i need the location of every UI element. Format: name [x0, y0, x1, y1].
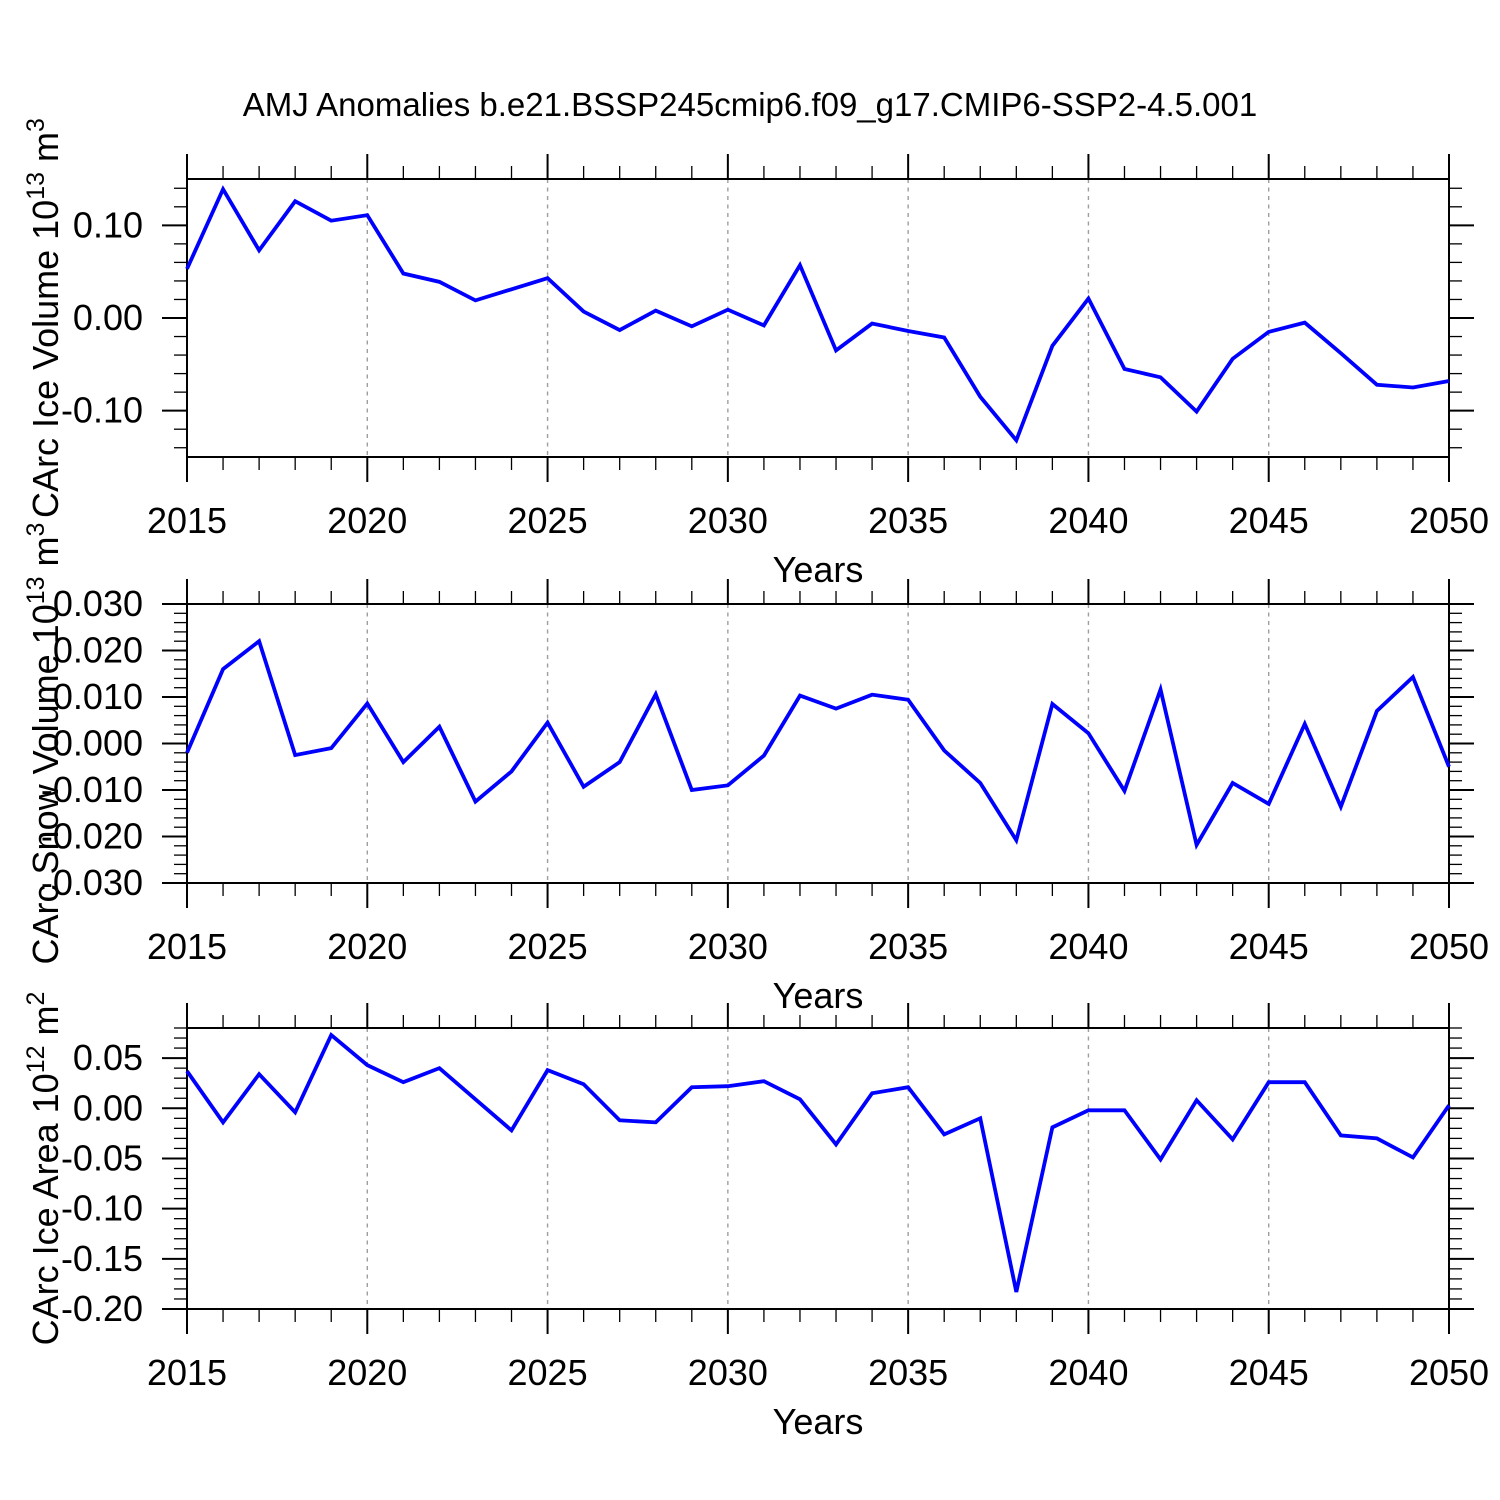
y-tick-label: -0.030 [41, 862, 143, 903]
x-axis-title: Years [773, 975, 864, 1016]
subplot-carc-ice-volume: 0.10 0.00 -0.10 2015 2020 2025 2030 2035 2040 204… [22, 118, 1489, 590]
y-tick-label: -0.20 [61, 1288, 143, 1329]
x-tick-label: 2015 [147, 1352, 227, 1393]
x-tick-label: 2030 [688, 1352, 768, 1393]
x-tick-label: 2035 [868, 926, 948, 967]
y-tick-label: -0.020 [41, 816, 143, 857]
y-axis-title: CArc Snow Volume 1013 m3 [22, 523, 66, 965]
y-axis-title: CArc Ice Area 1012 m2 [22, 992, 66, 1346]
x-tick-label: 2015 [147, 926, 227, 967]
x-axis-title: Years [773, 1401, 864, 1442]
x-tick-label: 2045 [1229, 926, 1309, 967]
y-tick-label: 0.010 [53, 676, 143, 717]
axis-ticks [162, 154, 1474, 482]
subplot-carc-snow-volume: 0.0300.0200.0100.000-0.010-0.020-0.03020… [22, 523, 1489, 1016]
x-tick-label: 2025 [508, 926, 588, 967]
plot-box [186, 1027, 1450, 1310]
y-tick-label: 0.05 [73, 1037, 143, 1078]
carc-ice-volume-line [185, 185, 1450, 445]
y-tick-label: 0.030 [53, 583, 143, 624]
x-axis-title: Years [773, 549, 864, 590]
plot-box [186, 178, 1450, 458]
y-tick-label: 0.020 [53, 630, 143, 671]
x-tick-label: 2020 [327, 1352, 407, 1393]
carc-snow-volume-line [185, 638, 1451, 850]
gridlines [366, 1028, 1270, 1309]
y-axis-title: CArc Ice Volume 1013 m3 [22, 118, 66, 518]
axis-ticks [162, 1003, 1474, 1334]
y-tick-label: -0.15 [61, 1238, 143, 1279]
y-tick-label: -0.10 [61, 390, 143, 431]
y-tick-label: 0.00 [73, 297, 143, 338]
x-tick-label: 2040 [1048, 926, 1128, 967]
y-tick-label: -0.10 [61, 1188, 143, 1229]
plot-box [186, 603, 1450, 884]
x-tick-label: 2035 [868, 500, 948, 541]
gridlines [366, 604, 1270, 883]
carc-ice-area-line [185, 1031, 1451, 1293]
x-tick-label: 2045 [1229, 1352, 1309, 1393]
x-tick-label: 2020 [327, 500, 407, 541]
axis-ticks [162, 579, 1474, 908]
x-tick-label: 2030 [688, 926, 768, 967]
x-tick-label: 2030 [688, 500, 768, 541]
x-tick-label: 2035 [868, 1352, 948, 1393]
gridlines [366, 179, 1270, 457]
y-tick-label: 0.00 [73, 1087, 143, 1128]
y-tick-label: 0.10 [73, 204, 143, 245]
x-tick-label: 2025 [508, 500, 588, 541]
y-tick-label: -0.010 [41, 769, 143, 810]
x-tick-label: 2050 [1409, 926, 1489, 967]
x-tick-label: 2015 [147, 500, 227, 541]
x-tick-label: 2040 [1048, 500, 1128, 541]
x-tick-label: 2025 [508, 1352, 588, 1393]
x-tick-label: 2020 [327, 926, 407, 967]
x-tick-label: 2050 [1409, 1352, 1489, 1393]
x-tick-label: 2050 [1409, 500, 1489, 541]
y-tick-label: 0.000 [53, 723, 143, 764]
chart-title: AMJ Anomalies b.e21.BSSP245cmip6.f09_g17… [242, 86, 1258, 123]
x-tick-label: 2040 [1048, 1352, 1128, 1393]
x-tick-label: 2045 [1229, 500, 1309, 541]
y-tick-label: -0.05 [61, 1137, 143, 1178]
